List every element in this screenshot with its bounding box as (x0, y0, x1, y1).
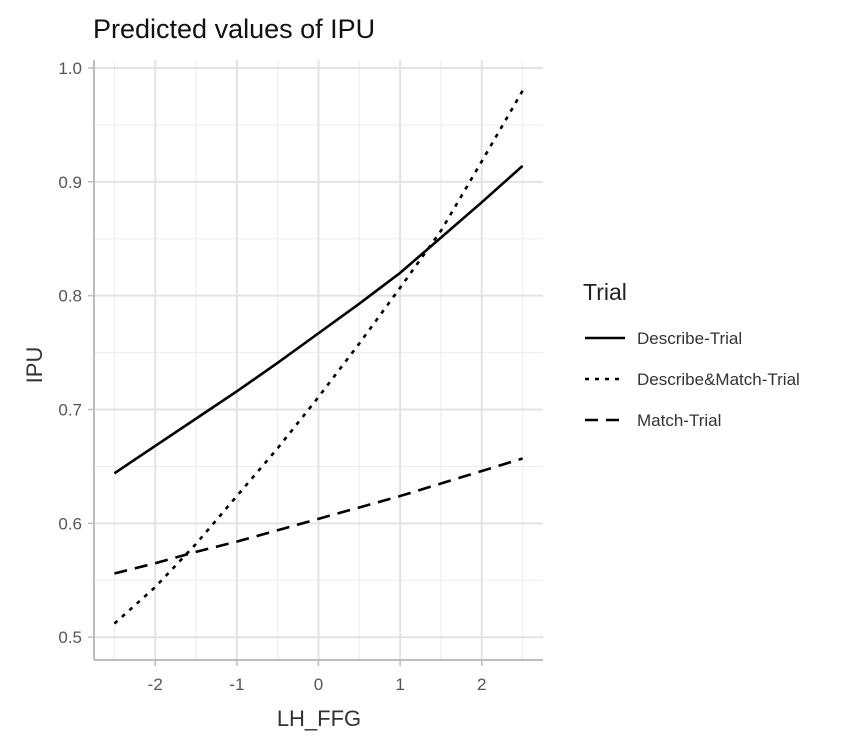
x-tick-label: -2 (148, 675, 163, 694)
y-tick-label: 1.0 (58, 59, 82, 78)
legend-label: Match-Trial (637, 411, 721, 430)
y-tick-label: 0.5 (58, 628, 82, 647)
x-tick-label: 0 (314, 675, 323, 694)
y-tick-label: 0.8 (58, 287, 82, 306)
series-lines (113, 90, 524, 625)
legend-items: Describe-Trial Describe&Match-Trial Match-… (585, 329, 800, 430)
chart-title: Predicted values of IPU (93, 14, 375, 44)
legend-title: Trial (583, 279, 627, 305)
x-tick-label: 2 (477, 675, 486, 694)
y-tick-label: 0.9 (58, 173, 82, 192)
legend-label: Describe-Trial (637, 329, 742, 348)
x-axis-title: LH_FFG (277, 706, 361, 731)
grid (94, 60, 543, 660)
y-axis-title: IPU (22, 347, 47, 384)
series-line-match-trial (114, 457, 523, 575)
legend-label: Describe&Match-Trial (637, 370, 800, 389)
x-tick-label: -1 (229, 675, 244, 694)
y-tick-label: 0.7 (58, 401, 82, 420)
tick-labels: -2 -1 0 1 2 0.5 0.6 0.7 0.8 0.9 1.0 (58, 59, 486, 694)
x-tick-label: 1 (395, 675, 404, 694)
series-line-describe-trial (113, 164, 524, 475)
axes (88, 60, 543, 666)
y-tick-label: 0.6 (58, 514, 82, 533)
legend: Trial Describe-Trial Describe&Match-Trial… (583, 279, 800, 430)
